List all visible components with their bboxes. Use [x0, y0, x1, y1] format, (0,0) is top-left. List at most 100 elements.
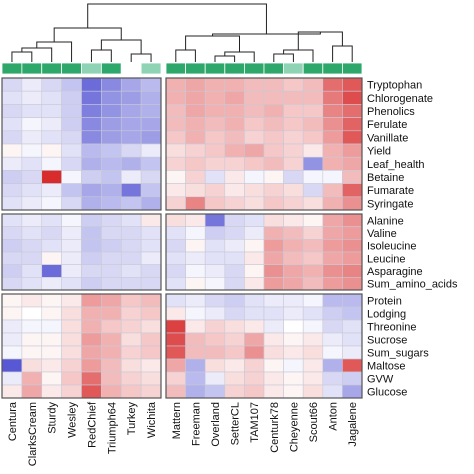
heatmap-cell: [61, 104, 82, 118]
heatmap-cell: [342, 117, 363, 132]
heatmap-cell: [302, 358, 324, 373]
heatmap-cell: [263, 213, 284, 227]
heatmap-cell: [204, 371, 226, 386]
heatmap-cell: [185, 143, 206, 158]
heatmap-cell: [244, 143, 265, 158]
heatmap-cell: [185, 345, 206, 360]
heatmap-cell: [61, 251, 82, 265]
heatmap-cell: [140, 251, 162, 265]
heatmap-cell: [224, 90, 245, 105]
row-label: Sum_sugars: [367, 348, 429, 360]
heatmap-cell: [244, 226, 265, 240]
heatmap-cell: [244, 277, 265, 291]
heatmap-cell: [120, 117, 142, 132]
heatmap-cell: [263, 384, 284, 399]
heatmap-cell: [81, 130, 102, 145]
row-label: Valine: [367, 228, 397, 240]
heatmap-cell: [165, 306, 186, 321]
heatmap-cell: [41, 156, 62, 171]
heatmap-cell: [101, 293, 122, 308]
heatmap-cell: [120, 358, 142, 373]
heatmap-cell: [165, 170, 186, 184]
heatmap-cell: [244, 170, 265, 184]
dendrogram-branch: [100, 39, 142, 54]
heatmap-cell: [224, 104, 245, 118]
heatmap-cell: [322, 277, 343, 291]
heatmap-cell: [342, 143, 363, 158]
heatmap-cell: [224, 371, 245, 386]
heatmap-cell: [263, 170, 284, 184]
heatmap-cell: [204, 384, 226, 399]
heatmap-cell: [120, 264, 142, 278]
heatmap-cell: [204, 239, 226, 253]
heatmap-cell: [81, 226, 102, 240]
heatmap-cell: [302, 104, 324, 118]
row-label: Yield: [367, 146, 391, 158]
heatmap-cell: [21, 332, 43, 347]
heatmap-cell: [342, 130, 363, 145]
heatmap-cell: [41, 319, 62, 334]
heatmap-cell: [204, 156, 226, 171]
class-bar-segment: [21, 62, 43, 75]
heatmap-cell: [263, 226, 284, 240]
heatmap-cell: [283, 332, 304, 347]
heatmap-cell: [302, 143, 324, 158]
heatmap-cell: [165, 90, 186, 105]
heatmap-cell: [41, 213, 62, 227]
heatmap-cell: [165, 130, 186, 145]
heatmap-cell: [224, 117, 245, 132]
row-label: Protein: [367, 296, 402, 308]
heatmap-cell: [61, 239, 82, 253]
heatmap-cell: [302, 371, 324, 386]
heatmap-cell: [140, 104, 162, 118]
heatmap-cell: [283, 143, 304, 158]
heatmap-cell: [81, 306, 102, 321]
heatmap-cell: [120, 293, 142, 308]
heatmap-cell: [165, 251, 186, 265]
class-bar-segment: [100, 62, 122, 75]
heatmap-cell: [21, 345, 43, 360]
heatmap-cell: [165, 371, 186, 386]
heatmap-cell: [342, 371, 363, 386]
heatmap-cell: [41, 196, 62, 211]
heatmap-cell: [283, 156, 304, 171]
heatmap-cell: [41, 90, 62, 105]
heatmap-cell: [302, 196, 324, 211]
heatmap-cell: [204, 226, 226, 240]
heatmap-cell: [1, 183, 23, 198]
heatmap-cell: [244, 213, 265, 227]
heatmap-cell: [101, 345, 122, 360]
heatmap-cell: [41, 143, 62, 158]
heatmap-cell: [101, 251, 122, 265]
dendrogram-branch: [283, 49, 314, 62]
heatmap-cell: [1, 170, 23, 184]
heatmap-cell: [244, 293, 265, 308]
heatmap-cell: [140, 384, 162, 399]
heatmap-cell: [120, 143, 142, 158]
heatmap-block-border: [165, 213, 363, 291]
heatmap-cell: [322, 226, 343, 240]
heatmap-cell: [244, 371, 265, 386]
heatmap-cell: [283, 306, 304, 321]
heatmap-cell: [244, 306, 265, 321]
class-bar-segment: [1, 62, 23, 75]
column-label: Mattern: [171, 402, 183, 439]
heatmap-cell: [185, 77, 206, 92]
heatmap-cell: [101, 156, 122, 171]
heatmap-block-border: [1, 213, 162, 291]
heatmap-cell: [263, 319, 284, 334]
heatmap-cell: [1, 117, 23, 132]
heatmap-block-border: [1, 77, 162, 211]
heatmap-cell: [263, 332, 284, 347]
heatmap-cell: [224, 251, 245, 265]
heatmap-cell: [1, 371, 23, 386]
heatmap-cell: [61, 277, 82, 291]
heatmap-cell: [140, 90, 162, 105]
heatmap-cell: [101, 264, 122, 278]
heatmap-cell: [244, 156, 265, 171]
class-bar-segment: [322, 62, 343, 75]
heatmap-cell: [263, 77, 284, 92]
heatmap-cell: [322, 332, 343, 347]
heatmap-cell: [342, 251, 363, 265]
dendrogram-branch: [224, 51, 255, 62]
